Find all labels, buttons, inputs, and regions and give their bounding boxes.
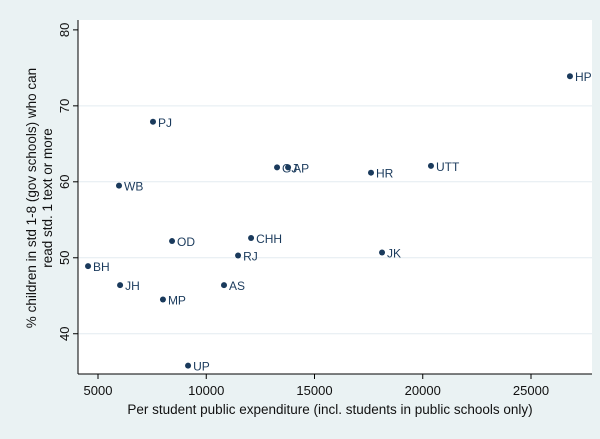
- data-point-marker: [235, 252, 242, 259]
- data-point-marker: [285, 164, 292, 171]
- x-tick-label: 20000: [405, 383, 441, 398]
- gridlines: [78, 105, 592, 335]
- data-point-marker: [427, 162, 434, 169]
- y-tick-label: 80: [57, 23, 72, 37]
- data-point-label: PJ: [158, 116, 172, 130]
- data-point-label: HR: [376, 167, 394, 181]
- data-point-marker: [117, 282, 124, 289]
- y-tick-label: 60: [57, 175, 72, 189]
- data-point-marker: [221, 282, 228, 289]
- x-axis-title: Per student public expenditure (incl. st…: [127, 402, 532, 417]
- data-point-label: AP: [293, 161, 309, 175]
- data-point-marker: [368, 169, 375, 176]
- data-point-label: RJ: [243, 249, 258, 263]
- data-point-label: WB: [124, 180, 143, 194]
- data-point-label: CHH: [256, 232, 282, 246]
- data-point-label: HP: [575, 70, 592, 84]
- data-point-label: JK: [387, 246, 401, 260]
- data-point-label: UTT: [436, 160, 460, 174]
- data-point-label: BH: [93, 260, 110, 274]
- y-tick-label: 50: [57, 251, 72, 265]
- axis-ticks: 40 50 60 70 80 5000 10000 15000 20000 25000: [57, 23, 549, 398]
- data-point-label: JH: [125, 279, 140, 293]
- data-point-label: OD: [177, 235, 195, 249]
- data-points: HPPJGJAPWBHRUTTODCHHRJJKBHJHASMPUP: [85, 70, 592, 374]
- data-point-marker: [274, 164, 281, 171]
- data-point-marker: [116, 182, 123, 189]
- data-point-marker: [149, 118, 156, 125]
- y-tick-label: 40: [57, 327, 72, 341]
- data-point-marker: [159, 296, 166, 303]
- plot-area: [78, 20, 592, 374]
- x-tick-label: 15000: [296, 383, 332, 398]
- data-point-marker: [566, 73, 573, 80]
- data-point-label: MP: [168, 294, 186, 308]
- y-axis-title-line-1: % children in std 1-8 (gov schools) who …: [24, 68, 39, 328]
- data-point-marker: [85, 263, 92, 270]
- data-point-marker: [185, 362, 192, 369]
- data-point-marker: [169, 238, 176, 245]
- data-point-marker: [248, 235, 255, 242]
- x-tick-label: 10000: [188, 383, 224, 398]
- x-tick-label: 5000: [84, 383, 113, 398]
- y-axis-title-line-2: read std. 1 text or more: [40, 128, 55, 268]
- y-tick-label: 70: [57, 99, 72, 113]
- x-tick-label: 25000: [513, 383, 549, 398]
- data-point-marker: [379, 249, 386, 256]
- data-point-label: UP: [193, 360, 210, 374]
- data-point-label: AS: [229, 279, 245, 293]
